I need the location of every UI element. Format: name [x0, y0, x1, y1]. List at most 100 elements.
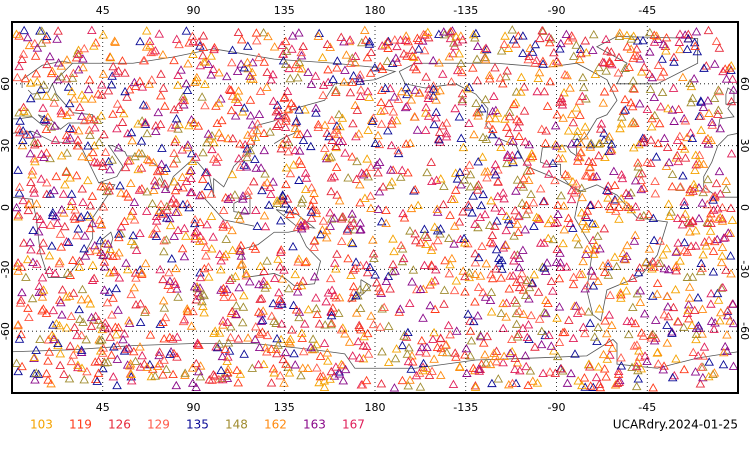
- station-marker: [297, 328, 307, 337]
- station-marker: [715, 316, 725, 325]
- station-marker: [574, 96, 585, 105]
- station-marker: [159, 246, 169, 256]
- station-marker: [98, 69, 109, 78]
- station-marker: [119, 216, 130, 225]
- station-marker: [690, 226, 701, 235]
- station-marker: [32, 91, 42, 100]
- station-marker: [269, 42, 280, 51]
- station-marker: [689, 305, 700, 314]
- legend-label: 162: [264, 418, 287, 432]
- station-marker: [200, 100, 210, 110]
- station-marker: [71, 170, 82, 180]
- station-marker: [149, 185, 159, 194]
- station-marker: [355, 180, 365, 189]
- station-marker: [552, 244, 563, 253]
- station-marker: [429, 354, 439, 363]
- station-marker: [31, 345, 41, 354]
- station-marker: [227, 45, 238, 54]
- station-marker: [564, 315, 574, 324]
- station-marker: [387, 115, 397, 125]
- station-marker: [470, 219, 480, 228]
- station-marker: [695, 379, 706, 388]
- station-marker: [214, 339, 225, 348]
- station-marker: [222, 356, 232, 365]
- station-marker: [281, 113, 292, 122]
- station-marker: [80, 231, 90, 240]
- station-marker: [388, 107, 399, 116]
- station-marker: [19, 238, 29, 247]
- station-marker: [141, 42, 152, 51]
- station-marker: [110, 68, 121, 77]
- station-marker: [235, 369, 246, 378]
- station-marker: [586, 138, 596, 148]
- station-marker: [477, 104, 487, 113]
- station-marker: [571, 233, 582, 242]
- station-marker: [485, 295, 496, 304]
- station-marker: [342, 226, 353, 235]
- station-marker: [604, 310, 615, 319]
- station-marker: [695, 111, 706, 120]
- station-marker: [356, 168, 367, 177]
- station-marker: [261, 347, 272, 356]
- station-marker: [50, 211, 61, 221]
- station-marker: [446, 77, 457, 86]
- station-marker: [231, 300, 242, 310]
- station-marker: [403, 381, 414, 390]
- station-marker: [254, 279, 264, 289]
- station-marker: [204, 134, 215, 143]
- station-marker: [659, 310, 670, 319]
- station-marker: [236, 251, 247, 260]
- station-marker: [259, 145, 270, 155]
- station-marker: [131, 245, 142, 255]
- station-marker: [325, 221, 335, 230]
- station-marker: [570, 349, 580, 358]
- station-marker: [726, 61, 737, 70]
- station-marker: [263, 31, 273, 41]
- station-marker: [197, 174, 208, 183]
- station-marker: [137, 350, 147, 360]
- station-marker: [314, 319, 325, 328]
- station-marker: [512, 219, 523, 228]
- station-marker: [328, 74, 338, 83]
- station-marker: [504, 219, 515, 228]
- station-marker: [728, 318, 739, 328]
- station-marker: [498, 357, 508, 367]
- station-marker: [565, 83, 575, 92]
- station-marker: [634, 98, 645, 108]
- station-marker: [387, 177, 397, 186]
- station-marker: [715, 212, 726, 222]
- station-marker: [389, 92, 400, 101]
- station-marker: [496, 308, 507, 317]
- station-marker: [93, 315, 104, 324]
- station-marker: [434, 135, 444, 144]
- station-marker: [169, 348, 179, 358]
- station-marker: [533, 287, 544, 296]
- station-marker: [680, 116, 691, 125]
- station-marker: [634, 139, 644, 149]
- station-marker: [287, 44, 297, 53]
- station-marker: [604, 131, 615, 141]
- station-marker: [638, 35, 648, 45]
- station-marker: [544, 330, 554, 339]
- station-marker: [269, 368, 279, 377]
- lon-tick-label: -45: [638, 401, 656, 414]
- station-marker: [73, 45, 84, 54]
- station-marker: [38, 219, 48, 228]
- station-marker: [606, 47, 617, 56]
- station-marker: [290, 145, 300, 155]
- station-marker: [106, 79, 117, 89]
- station-marker: [726, 149, 737, 158]
- station-marker: [727, 215, 738, 224]
- station-marker: [600, 316, 610, 325]
- station-marker: [646, 158, 656, 167]
- station-marker: [405, 375, 415, 384]
- station-marker: [171, 114, 182, 123]
- station-marker: [493, 165, 503, 174]
- station-marker: [635, 212, 645, 221]
- station-marker: [138, 56, 149, 65]
- station-marker: [598, 98, 609, 107]
- station-marker: [278, 191, 288, 200]
- station-marker: [236, 59, 246, 68]
- station-marker: [383, 321, 394, 330]
- station-marker: [317, 52, 328, 62]
